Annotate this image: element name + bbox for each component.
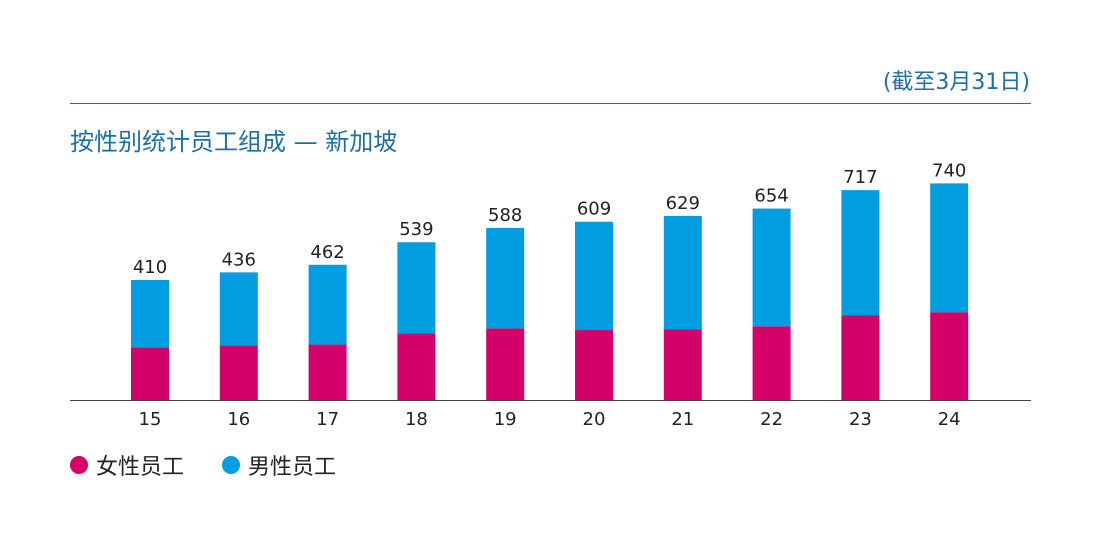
bar-male-21 xyxy=(663,215,702,330)
bar-female-15 xyxy=(131,347,169,400)
bar-female-20 xyxy=(575,330,613,400)
x-tick-label-19: 19 xyxy=(494,409,517,430)
bar-male-22 xyxy=(752,208,791,327)
x-tick-label-15: 15 xyxy=(139,409,162,430)
total-label-16: 436 xyxy=(222,249,256,270)
bar-female-19 xyxy=(486,328,525,400)
total-label-17: 462 xyxy=(310,242,344,263)
total-label-22: 654 xyxy=(754,186,788,207)
x-tick-label-18: 18 xyxy=(405,409,428,430)
legend: 女性员工 男性员工 xyxy=(70,449,374,481)
x-tick-label-16: 16 xyxy=(227,409,250,430)
bar-male-17 xyxy=(308,264,347,345)
x-tick-label-20: 20 xyxy=(583,409,606,430)
bar-female-18 xyxy=(397,333,436,400)
legend-label-male: 男性员工 xyxy=(248,455,337,480)
total-label-21: 629 xyxy=(666,193,700,214)
bar-female-17 xyxy=(308,344,347,400)
bar-male-18 xyxy=(397,242,436,334)
legend-item-female: 女性员工 xyxy=(70,449,184,481)
x-tick-label-21: 21 xyxy=(671,409,694,430)
total-label-19: 588 xyxy=(488,205,522,226)
x-tick-label-22: 22 xyxy=(760,409,783,430)
bar-female-22 xyxy=(752,326,791,400)
bar-male-20 xyxy=(575,221,613,331)
bar-male-19 xyxy=(486,227,525,329)
bar-female-23 xyxy=(841,315,880,400)
x-tick-label-23: 23 xyxy=(849,409,872,430)
bar-male-16 xyxy=(219,272,258,346)
total-label-15: 410 xyxy=(133,257,167,278)
total-label-23: 717 xyxy=(843,167,877,188)
chart-title: 按性别统计员工组成 — 新加坡 xyxy=(70,128,398,156)
bar-female-21 xyxy=(663,329,702,400)
total-label-20: 609 xyxy=(577,199,611,220)
x-tick-label-24: 24 xyxy=(938,409,961,430)
bar-male-15 xyxy=(131,279,169,348)
legend-item-male: 男性员工 xyxy=(222,449,336,481)
bar-female-16 xyxy=(219,345,258,400)
x-tick-label-17: 17 xyxy=(316,409,339,430)
bar-male-23 xyxy=(841,190,880,316)
legend-swatch-female xyxy=(70,456,88,474)
legend-label-female: 女性员工 xyxy=(96,455,185,480)
bar-female-24 xyxy=(930,312,969,400)
date-note: (截至3月31日) xyxy=(882,70,1030,95)
total-label-24: 740 xyxy=(932,160,966,181)
bar-male-24 xyxy=(930,183,969,313)
header-divider xyxy=(70,103,1031,104)
total-label-18: 539 xyxy=(399,219,433,240)
legend-swatch-male xyxy=(222,456,241,474)
